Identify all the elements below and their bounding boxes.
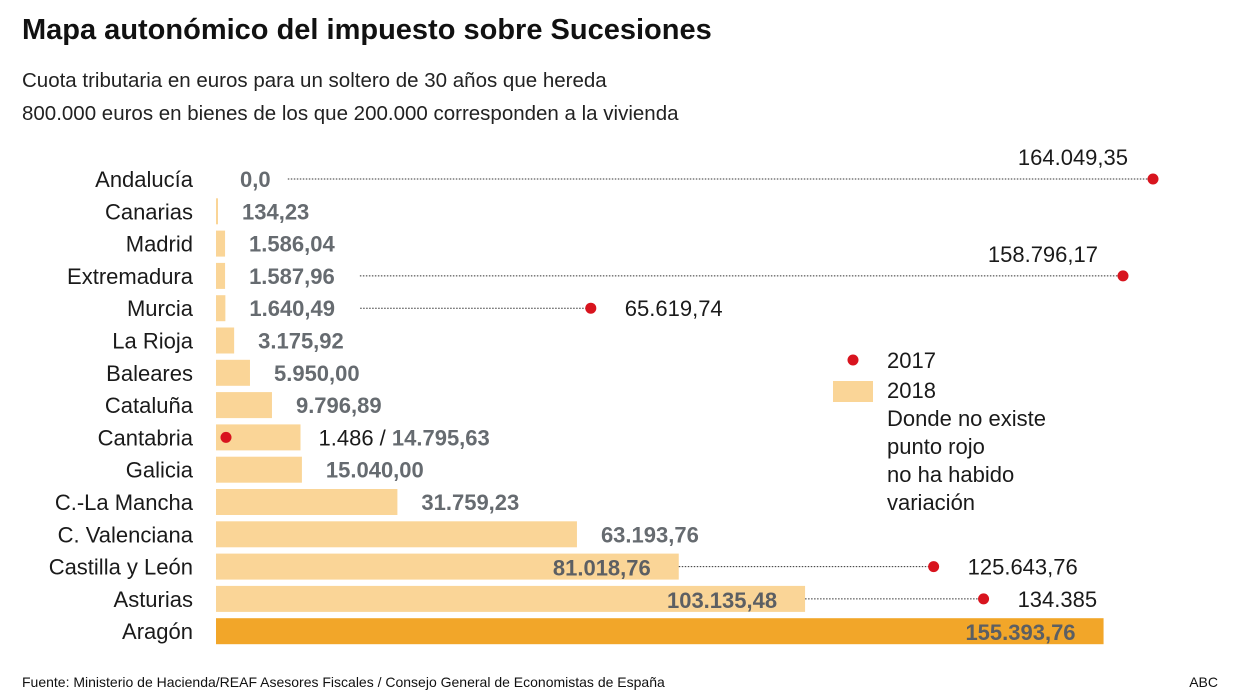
category-label-canarias: Canarias <box>105 199 193 224</box>
bar-2018-asturias <box>216 585 806 612</box>
bar-2018-madrid <box>216 230 226 257</box>
bar-2018-extremadura <box>216 262 226 289</box>
value-2018-c-valenciana: 63.193,76 <box>601 522 699 547</box>
bar-2018-galicia <box>216 456 302 483</box>
category-label-c-la-mancha: C.-La Mancha <box>55 490 194 515</box>
category-label-aragon: Aragón <box>122 619 193 644</box>
category-label-baleares: Baleares <box>106 361 193 386</box>
category-label-castilla-y-leon: Castilla y León <box>49 555 193 580</box>
value-2018-c-la-mancha: 31.759,23 <box>421 490 519 515</box>
legend-marker-2017 <box>847 354 859 366</box>
bar-2018-aragon <box>216 618 1104 645</box>
category-label-extremadura: Extremadura <box>67 264 194 289</box>
value-2018-murcia: 1.640,49 <box>249 296 335 321</box>
value-label-cantabria: 1.486 / 14.795,63 <box>319 425 490 450</box>
value-2018-la-rioja: 3.175,92 <box>258 329 344 354</box>
bar-2018-baleares <box>216 359 250 386</box>
legend-note-line-1: Donde no existe <box>887 406 1046 431</box>
legend-note-line-4: variación <box>887 490 975 515</box>
chart-subtitle-line-1: Cuota tributaria en euros para un solter… <box>22 69 607 92</box>
value-2017-murcia: 65.619,74 <box>625 296 723 321</box>
category-label-cataluna: Cataluña <box>105 393 194 418</box>
value-2018-aragon: 155.393,76 <box>965 620 1075 645</box>
value-2017-andalucia: 164.049,35 <box>1018 145 1128 170</box>
value-2018-madrid: 1.586,04 <box>249 232 335 257</box>
value-2018-andalucia: 0,0 <box>240 167 271 192</box>
dot-2017-andalucia <box>1147 173 1159 185</box>
value-2017-castilla-y-leon: 125.643,76 <box>968 555 1078 580</box>
source-note: Fuente: Ministerio de Hacienda/REAF Ases… <box>22 674 665 690</box>
category-label-c-valenciana: C. Valenciana <box>58 522 194 547</box>
value-2018-canarias: 134,23 <box>242 199 309 224</box>
dot-2017-asturias <box>978 593 990 605</box>
value-2018-baleares: 5.950,00 <box>274 361 360 386</box>
dot-2017-murcia <box>585 302 597 314</box>
value-2018-galicia: 15.040,00 <box>326 458 424 483</box>
category-label-asturias: Asturias <box>114 587 193 612</box>
legend-label-2018: 2018 <box>887 378 936 403</box>
chart-subtitle-line-2: 800.000 euros en bienes de los que 200.0… <box>22 102 679 125</box>
bar-2018-canarias <box>216 198 218 225</box>
category-label-la-rioja: La Rioja <box>112 329 193 354</box>
value-2017-extremadura: 158.796,17 <box>988 242 1098 267</box>
value-2017-asturias: 134.385 <box>1018 587 1098 612</box>
value-2018-castilla-y-leon: 81.018,76 <box>553 556 651 581</box>
bar-2018-c-valenciana <box>216 521 577 548</box>
legend-note-line-3: no ha habido <box>887 462 1014 487</box>
category-label-cantabria: Cantabria <box>98 425 194 450</box>
legend-label-2017: 2017 <box>887 348 936 373</box>
value-2018-asturias: 103.135,48 <box>667 588 777 613</box>
legend-swatch-2018 <box>833 381 873 402</box>
dot-2017-cantabria <box>220 431 232 443</box>
value-2018-extremadura: 1.587,96 <box>249 264 335 289</box>
bar-2018-c-la-mancha <box>216 489 398 515</box>
category-label-madrid: Madrid <box>126 232 193 257</box>
legend-note-line-2: punto rojo <box>887 434 985 459</box>
dot-2017-castilla-y-leon <box>928 561 940 573</box>
dot-2017-extremadura <box>1117 270 1129 282</box>
bar-2018-cataluna <box>216 392 272 419</box>
chart-title: Mapa autonómico del impuesto sobre Suces… <box>22 14 712 46</box>
credit-label: ABC <box>1189 674 1218 690</box>
category-label-galicia: Galicia <box>126 458 194 483</box>
bar-2018-murcia <box>216 295 226 322</box>
bar-2018-castilla-y-leon <box>216 553 679 580</box>
category-label-andalucia: Andalucía <box>95 167 194 192</box>
bar-2018-la-rioja <box>216 327 235 354</box>
value-2018-cataluna: 9.796,89 <box>296 393 382 418</box>
category-label-murcia: Murcia <box>127 296 194 321</box>
